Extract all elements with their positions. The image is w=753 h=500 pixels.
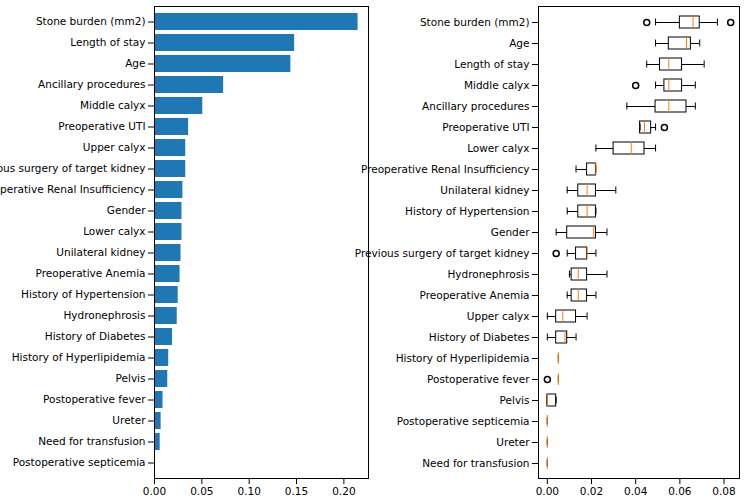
svg-text:Preoperative Anemia: Preoperative Anemia bbox=[420, 289, 530, 301]
svg-text:Unilateral kidney: Unilateral kidney bbox=[440, 184, 529, 196]
svg-text:History of Hypertension: History of Hypertension bbox=[405, 205, 529, 217]
svg-text:Pelvis: Pelvis bbox=[116, 372, 146, 384]
svg-text:0.00: 0.00 bbox=[143, 485, 166, 497]
svg-text:Preoperative UTI: Preoperative UTI bbox=[58, 120, 145, 132]
svg-text:Upper calyx: Upper calyx bbox=[467, 310, 530, 322]
svg-text:History of Hypertension: History of Hypertension bbox=[21, 288, 145, 300]
svg-text:Upper calyx: Upper calyx bbox=[83, 141, 146, 153]
svg-text:Preoperative Renal Insufficien: Preoperative Renal Insufficiency bbox=[0, 183, 146, 195]
svg-text:Length of stay: Length of stay bbox=[70, 36, 145, 48]
svg-text:Postoperative septicemia: Postoperative septicemia bbox=[397, 415, 530, 427]
svg-text:Age: Age bbox=[125, 57, 145, 69]
svg-text:Stone burden (mm2): Stone burden (mm2) bbox=[36, 15, 146, 27]
svg-text:Previous surgery of target kid: Previous surgery of target kidney bbox=[0, 162, 146, 174]
svg-text:Hydronephrosis: Hydronephrosis bbox=[63, 309, 145, 321]
svg-text:Stone burden (mm2): Stone burden (mm2) bbox=[420, 16, 530, 28]
svg-text:Preoperative Anemia: Preoperative Anemia bbox=[36, 267, 146, 279]
svg-text:Need for transfusion: Need for transfusion bbox=[38, 435, 145, 447]
svg-text:0.04: 0.04 bbox=[624, 485, 648, 497]
svg-text:0.06: 0.06 bbox=[668, 485, 692, 497]
svg-text:0.10: 0.10 bbox=[237, 485, 260, 497]
svg-text:Ureter: Ureter bbox=[496, 436, 530, 448]
svg-text:Lower calyx: Lower calyx bbox=[467, 142, 529, 154]
svg-text:Need for transfusion: Need for transfusion bbox=[422, 457, 529, 469]
svg-text:Postoperative septicemia: Postoperative septicemia bbox=[13, 456, 146, 468]
svg-text:0.02: 0.02 bbox=[580, 485, 603, 497]
svg-text:Length of stay: Length of stay bbox=[454, 58, 529, 70]
svg-text:History of Diabetes: History of Diabetes bbox=[429, 331, 530, 343]
svg-text:Preoperative Renal Insufficien: Preoperative Renal Insufficiency bbox=[361, 163, 530, 175]
svg-text:0.08: 0.08 bbox=[712, 485, 735, 497]
svg-text:Postoperative fever: Postoperative fever bbox=[43, 393, 146, 405]
svg-text:0.00: 0.00 bbox=[536, 485, 559, 497]
svg-text:Gender: Gender bbox=[491, 226, 530, 238]
svg-text:Ureter: Ureter bbox=[112, 414, 146, 426]
svg-text:Ancillary procedures: Ancillary procedures bbox=[38, 78, 145, 90]
svg-text:Age: Age bbox=[509, 37, 529, 49]
svg-text:0.15: 0.15 bbox=[285, 485, 308, 497]
svg-text:History of Hyperlipidemia: History of Hyperlipidemia bbox=[12, 351, 146, 363]
svg-text:History of Diabetes: History of Diabetes bbox=[45, 330, 146, 342]
svg-text:Gender: Gender bbox=[107, 204, 146, 216]
svg-text:Preoperative UTI: Preoperative UTI bbox=[442, 121, 529, 133]
svg-text:Middle calyx: Middle calyx bbox=[80, 99, 146, 111]
svg-text:Ancillary procedures: Ancillary procedures bbox=[422, 100, 529, 112]
svg-text:Middle calyx: Middle calyx bbox=[464, 79, 530, 91]
svg-text:History of Hyperlipidemia: History of Hyperlipidemia bbox=[396, 352, 530, 364]
svg-text:Unilateral kidney: Unilateral kidney bbox=[56, 246, 145, 258]
svg-text:Pelvis: Pelvis bbox=[500, 394, 530, 406]
svg-text:0.05: 0.05 bbox=[190, 485, 213, 497]
svg-text:Postoperative fever: Postoperative fever bbox=[427, 373, 530, 385]
svg-text:Lower calyx: Lower calyx bbox=[83, 225, 145, 237]
svg-text:Hydronephrosis: Hydronephrosis bbox=[447, 268, 529, 280]
svg-text:Previous surgery of target kid: Previous surgery of target kidney bbox=[355, 247, 530, 259]
svg-text:0.20: 0.20 bbox=[332, 485, 355, 497]
